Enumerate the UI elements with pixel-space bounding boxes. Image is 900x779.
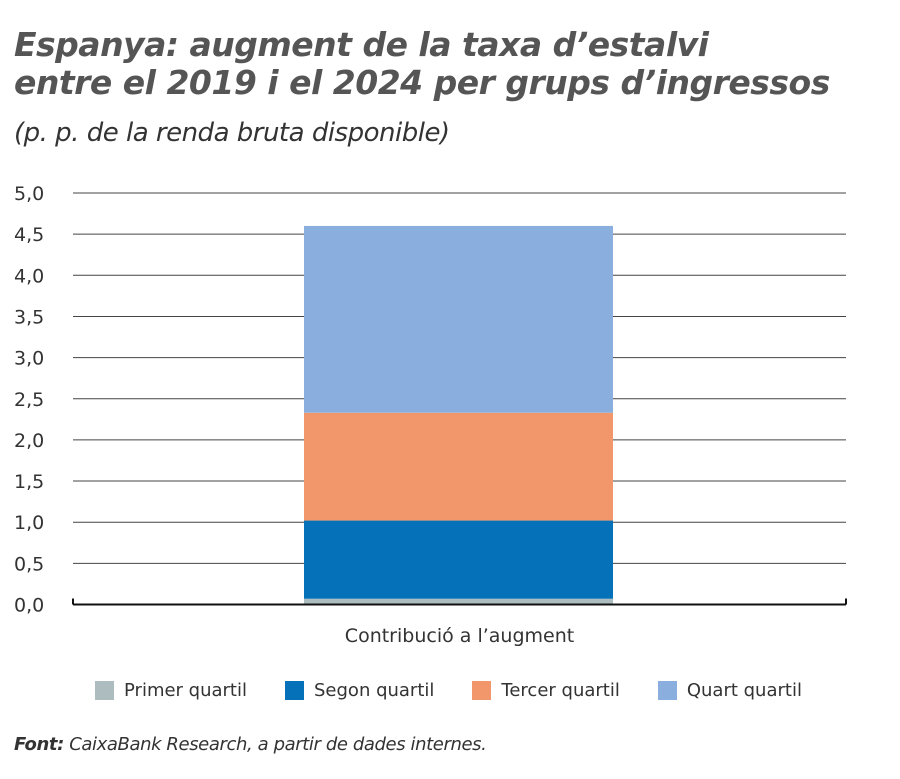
legend-item: Quart quartil (657, 680, 802, 701)
y-tick-label: 4,0 (14, 265, 44, 287)
y-tick-label: 3,0 (14, 348, 44, 370)
legend-swatch (657, 681, 677, 700)
y-tick-label: 2,5 (14, 389, 44, 411)
y-tick-label: 1,5 (14, 471, 44, 493)
source-note: Font: CaixaBank Research, a partir de da… (14, 734, 487, 755)
y-tick-label: 3,5 (14, 306, 44, 328)
title-line-1: Espanya: augment de la taxa d’estalvi (14, 25, 709, 64)
legend-swatch (472, 681, 492, 700)
legend-swatch (95, 681, 114, 700)
legend: Primer quartil Segon quartil Tercer quar… (95, 680, 840, 701)
bar-segment (304, 412, 613, 521)
legend-item: Primer quartil (95, 680, 247, 701)
y-tick-label: 0,5 (14, 553, 44, 575)
chart-area: 0,0 0,5 1,0 1,5 2,0 2,5 3,0 3,5 4,0 4,5 5,0 Contrib… (14, 183, 847, 647)
legend-swatch (285, 681, 304, 700)
y-tick-label: 5,0 (14, 183, 44, 205)
legend-item: Segon quartil (285, 680, 434, 701)
legend-label: Primer quartil (124, 680, 247, 701)
title-line-2: entre el 2019 i el 2024 per grups d’ingr… (14, 63, 830, 102)
chart-subtitle: (p. p. de la renda bruta disponible) (14, 118, 450, 148)
bar-segment (304, 225, 613, 413)
y-tick-label: 2,0 (14, 430, 44, 452)
chart-title: Espanya: augment de la taxa d’estalvi en… (14, 26, 830, 102)
source-text: CaixaBank Research, a partir de dades in… (63, 734, 487, 755)
bar-segment (304, 598, 613, 605)
legend-label: Tercer quartil (501, 680, 620, 701)
y-tick-label: 4,5 (14, 224, 44, 246)
y-tick-label: 0,0 (14, 595, 44, 617)
x-category-label: Contribució a l’augment (345, 625, 574, 647)
legend-label: Segon quartil (314, 680, 435, 701)
y-tick-label: 1,0 (14, 512, 44, 534)
legend-label: Quart quartil (686, 680, 802, 701)
bar-segment (304, 520, 613, 599)
source-label: Font: (14, 734, 64, 755)
legend-item: Tercer quartil (472, 680, 620, 701)
